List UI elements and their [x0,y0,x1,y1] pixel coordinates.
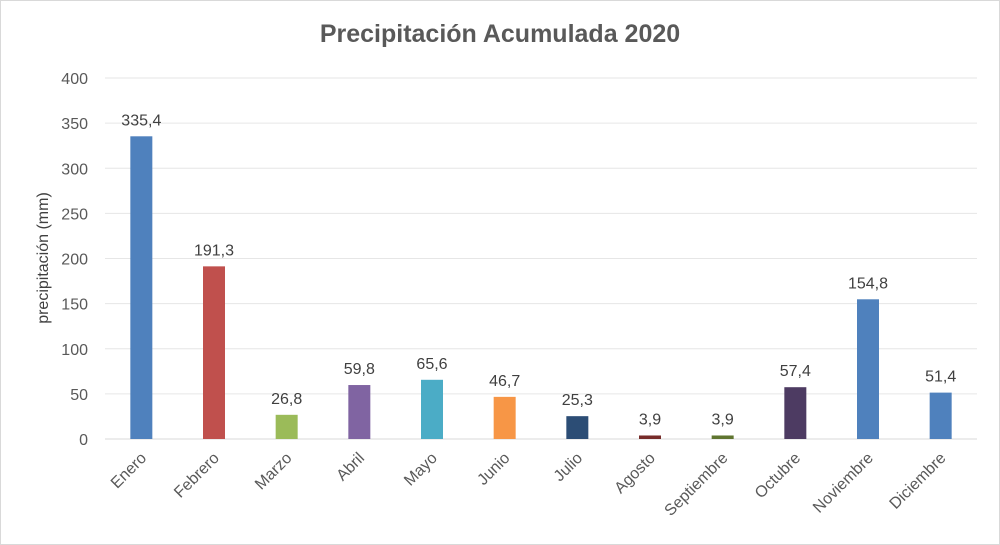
bar-mayo [421,379,443,439]
bar-septiembre [711,435,734,439]
bar-julio [566,416,589,439]
y-tick-label: 300 [61,161,88,178]
bar-enero [130,136,153,439]
bar-marzo [275,414,298,439]
data-label: 191,3 [194,242,234,259]
x-tick-label: Enero [108,450,150,492]
bar-diciembre [929,392,952,439]
data-label: 26,8 [271,391,302,408]
data-label: 51,4 [925,369,956,386]
bar-agosto [639,435,661,439]
data-label: 3,9 [712,411,734,428]
x-tick-label: Junio [474,450,513,489]
x-tick-label: Agosto [612,450,659,497]
x-tick-label: Noviembre [810,450,877,517]
data-label: 25,3 [562,392,593,409]
y-tick-label: 150 [61,297,88,314]
data-label: 154,8 [848,275,888,292]
x-tick-label: Marzo [252,450,296,494]
bar-octubre [784,387,807,439]
y-tick-label: 400 [61,71,88,88]
x-tick-label: Febrero [171,450,223,502]
data-label: 57,4 [780,363,811,380]
y-tick-label: 0 [79,432,88,449]
bar-abril [348,385,371,439]
x-tick-label: Diciembre [887,450,950,513]
data-label: 46,7 [489,373,520,390]
data-label: 335,4 [121,112,161,129]
y-tick-label: 50 [70,387,88,404]
y-tick-label: 100 [61,342,88,359]
x-tick-label: Octubre [752,450,804,502]
y-tick-label: 250 [61,206,88,223]
y-tick-label: 350 [61,116,88,133]
chart-title: Precipitación Acumulada 2020 [319,20,681,48]
y-tick-label: 200 [61,252,88,269]
x-tick-label: Septiembre [662,450,732,520]
data-label: 59,8 [344,361,375,378]
x-tick-label: Julio [551,450,586,485]
data-label: 3,9 [639,411,661,428]
x-tick-label: Mayo [401,450,441,490]
data-label: 65,6 [416,356,447,373]
bar-junio [493,396,516,439]
x-tick-label: Abril [334,450,369,485]
bar-noviembre [857,299,879,439]
bar-febrero [203,266,225,439]
